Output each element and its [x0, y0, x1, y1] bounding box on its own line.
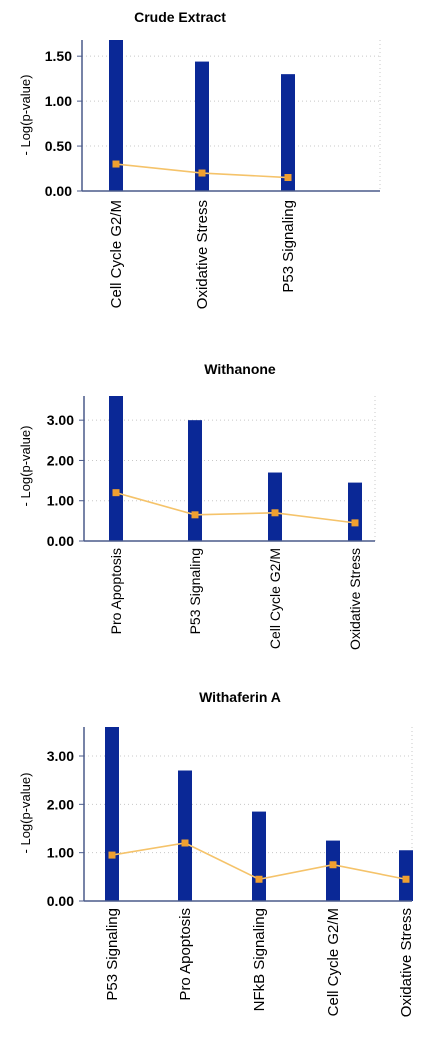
x-tick-label: Pro Apoptosis	[177, 908, 194, 1001]
bar	[109, 396, 123, 541]
bar	[105, 727, 119, 901]
bar	[109, 40, 123, 191]
y-tick-label: 0.00	[47, 893, 74, 909]
bar	[195, 61, 209, 192]
ratio-marker	[198, 169, 206, 177]
chart-3: Withaferin A 0.00 1.00 2.00 3.00 - Log(p-valu…	[18, 689, 415, 1017]
y-axis-label: - Log(p-value)	[18, 75, 33, 156]
bar	[252, 811, 266, 901]
chart-title: Withaferin A	[199, 689, 281, 705]
x-tick-label: Cell Cycle G2/M	[325, 908, 342, 1016]
ratio-marker	[108, 851, 116, 859]
bar	[281, 74, 295, 191]
bar	[268, 472, 282, 541]
bar	[188, 420, 202, 541]
chart-2: Withanone 0.00 1.00 2.00 3.00 - Log(p-value) P…	[18, 361, 376, 650]
x-tick-label: NFkB Signaling	[251, 908, 268, 1011]
x-tick-label: P53 Signaling	[187, 548, 203, 634]
y-axis-label: - Log(p-value)	[18, 773, 33, 854]
x-tick-label: Oxidative Stress	[398, 908, 415, 1017]
chart-title: Crude Extract	[134, 9, 226, 25]
y-tick-label: 1.00	[47, 493, 74, 509]
bar	[399, 850, 413, 901]
chart-title: Withanone	[204, 361, 276, 377]
y-tick-label: 0.50	[45, 138, 72, 154]
ratio-marker	[271, 509, 279, 517]
y-tick-label: 0.00	[47, 533, 74, 549]
x-tick-label: Cell Cycle G2/M	[108, 200, 125, 308]
ratio-marker	[255, 875, 263, 883]
ratio-marker	[181, 839, 189, 847]
ratio-marker	[284, 174, 292, 182]
ratio-marker	[112, 489, 120, 497]
x-tick-label: P53 Signaling	[104, 908, 121, 1001]
y-tick-label: 3.00	[47, 748, 74, 764]
y-tick-label: 1.00	[45, 93, 72, 109]
chart-1: Crude Extract 0.00 0.50 1.00 1.50 - Log(p-val…	[18, 9, 381, 309]
ratio-marker	[112, 160, 120, 168]
ratio-marker	[351, 519, 359, 527]
bar	[348, 482, 362, 541]
y-tick-label: 0.00	[45, 183, 72, 199]
ratio-marker	[402, 875, 410, 883]
ratio-line	[115, 491, 356, 524]
x-tick-label: P53 Signaling	[280, 200, 297, 293]
y-tick-label: 1.00	[47, 845, 74, 861]
x-tick-label: Oxidative Stress	[194, 200, 211, 309]
ratio-marker	[191, 511, 199, 519]
x-tick-label: Oxidative Stress	[347, 548, 363, 650]
y-tick-label: 1.50	[45, 48, 72, 64]
y-axis-label: - Log(p-value)	[18, 426, 33, 507]
x-tick-label: Pro Apoptosis	[108, 548, 124, 634]
ratio-marker	[329, 861, 337, 869]
y-tick-label: 2.00	[47, 452, 74, 468]
bar	[178, 770, 192, 901]
y-tick-label: 2.00	[47, 796, 74, 812]
x-tick-label: Cell Cycle G2/M	[267, 548, 283, 649]
y-tick-label: 3.00	[47, 412, 74, 428]
bar	[326, 840, 340, 901]
